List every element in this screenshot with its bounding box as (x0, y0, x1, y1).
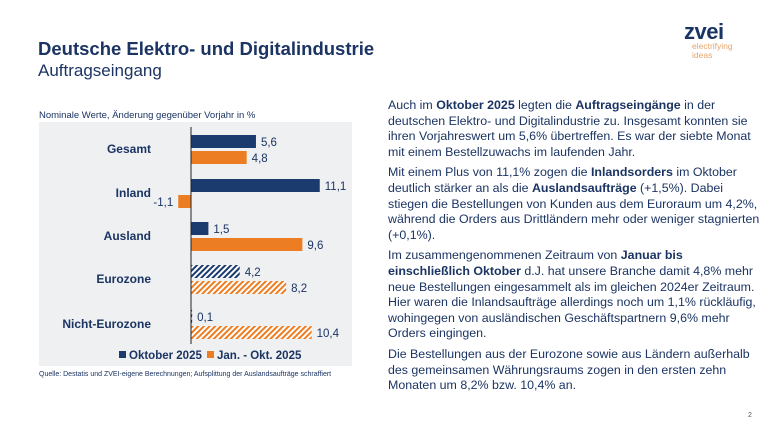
data-label: 4,2 (245, 267, 261, 279)
bar (178, 195, 191, 208)
bar (191, 265, 240, 278)
category-label: Nicht-Eurozone (62, 317, 151, 331)
bold-text: Oktober 2025 (436, 98, 515, 112)
bold-text: Januar bis einschließlich Oktober (388, 248, 683, 278)
page-subtitle: Auftragseingang (38, 61, 162, 80)
text-segment: (+1,5%). Dabei stiegen die Bestellungen … (388, 180, 760, 242)
page-number: 2 (748, 412, 752, 419)
category-label: Gesamt (107, 142, 151, 156)
commentary-text: Auch im Oktober 2025 legten die Auftrags… (388, 98, 760, 399)
data-label: 11,1 (325, 181, 347, 193)
text-segment: im Oktober deutlich stärker an als die (388, 165, 737, 195)
chart-source: Quelle: Destatis und ZVEI-eigene Berechn… (39, 371, 332, 378)
text-segment: d.J. hat unsere Branche damit 4,8% mehr … (388, 263, 756, 341)
page-title: Deutsche Elektro- und Digitalindustrie (38, 38, 375, 59)
bold-text: Auslandsaufträge (531, 180, 637, 195)
logo-wordmark: zvei (684, 19, 724, 44)
legend-swatch (119, 351, 126, 358)
bar (191, 238, 303, 251)
text-segment: in der deutschen Elektro- und Digitalind… (388, 98, 751, 159)
text-segment: Auch im (388, 98, 437, 112)
data-label: -1,1 (153, 197, 173, 209)
text-segment: Im zusammengenommenen Zeitraum von (388, 248, 621, 263)
category-label: Eurozone (96, 272, 151, 286)
data-label: 8,2 (291, 283, 307, 295)
data-label: 1,5 (213, 224, 229, 236)
paragraph: Auch im Oktober 2025 legten die Auftrags… (388, 98, 760, 160)
text-segment: legten die (514, 98, 576, 112)
data-label: 10,4 (317, 328, 340, 340)
bar (191, 222, 209, 235)
data-label: 5,6 (261, 137, 277, 149)
text-segment: Mit einem Plus von 11,1% zogen die (388, 165, 591, 180)
logo-tagline: ideas (692, 50, 713, 60)
bar (191, 135, 256, 148)
zvei-logo: zvei electrifying ideas (684, 19, 733, 60)
bar (191, 281, 287, 294)
chart-note: Nominale Werte, Änderung gegenüber Vorja… (39, 110, 256, 121)
bar (191, 326, 312, 339)
data-label: 0,1 (197, 312, 213, 324)
bold-text: Inlandsorders (590, 165, 673, 180)
category-label: Ausland (104, 229, 151, 243)
bar-chart: Gesamt 5,6 4,8 Inland 11,1 -1,1 Ausland 1,5 9,6 E… (39, 122, 352, 366)
bar (191, 179, 320, 192)
bold-text: Auftragseingänge (575, 98, 681, 112)
text-segment: Die Bestellungen aus der Eurozone sowie … (388, 346, 750, 393)
paragraph: Die Bestellungen aus der Eurozone sowie … (388, 347, 760, 394)
logo-tagline: electrifying (692, 41, 733, 51)
data-label: 9,6 (307, 240, 323, 252)
bar (191, 310, 193, 323)
paragraph: Mit einem Plus von 11,1% zogen die Inlan… (388, 165, 760, 243)
category-label: Inland (116, 186, 151, 200)
legend-label: Jan. - Okt. 2025 (217, 350, 302, 362)
legend-label: Oktober 2025 (129, 350, 202, 362)
bar (191, 151, 247, 164)
paragraph: Im zusammengenommenen Zeitraum von Janua… (388, 248, 760, 342)
legend-swatch (207, 351, 214, 358)
data-label: 4,8 (252, 153, 268, 165)
